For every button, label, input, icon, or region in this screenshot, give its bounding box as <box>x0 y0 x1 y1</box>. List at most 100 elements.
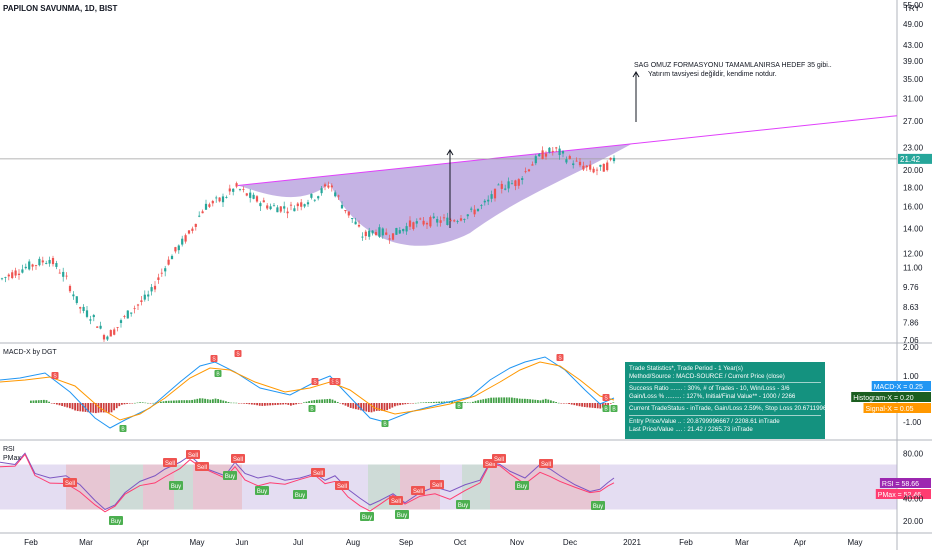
price-tick-label: 16.00 <box>903 202 924 211</box>
macd-histogram-bar <box>79 403 82 412</box>
macd-histogram-bar <box>391 403 394 408</box>
rsi-sell-marker <box>231 454 245 463</box>
macd-histogram-bar <box>115 403 118 409</box>
macd-histogram-bar <box>466 402 469 403</box>
rsi-value-text: RSI = 58.66 <box>882 481 919 488</box>
candle-body <box>300 202 303 207</box>
candle-body <box>123 316 126 317</box>
candle-body <box>371 230 374 234</box>
current-price-text: 21.42 <box>900 155 921 164</box>
macd-histogram-bar <box>45 400 48 403</box>
macd-histogram-bar <box>232 402 235 404</box>
macd-marker-text: B <box>612 407 616 413</box>
macd-histogram-bar <box>560 403 563 404</box>
macd-histogram-bar <box>534 399 537 403</box>
price-tick-label: 20.00 <box>903 166 924 175</box>
rsi-marker-text: Sell <box>337 484 347 490</box>
macd-histogram-bar <box>251 403 253 405</box>
candle-body <box>317 196 320 199</box>
candle-body <box>85 310 89 317</box>
candle-body <box>102 335 106 340</box>
candle-body <box>334 192 337 197</box>
rsi-tick-label: 20.00 <box>903 517 924 526</box>
price-tick-label: 23.00 <box>903 143 924 152</box>
rsi-marker-text: Sell <box>188 453 198 459</box>
candle-body <box>527 169 531 172</box>
macd-histogram-bar <box>347 403 349 407</box>
candle-body <box>351 218 354 220</box>
candle-body <box>269 206 272 210</box>
candle-body <box>473 209 476 215</box>
macd-histogram-bar <box>435 401 438 403</box>
rsi-marker-text: Buy <box>397 513 407 519</box>
chart-title: PAPILON SAVUNMA, 1D, BIST <box>3 4 117 13</box>
macd-histogram-bar <box>316 399 318 403</box>
macd-marker-text: S <box>335 380 339 386</box>
candle-body <box>130 312 133 314</box>
candle-body <box>232 188 235 192</box>
candle-body <box>561 151 565 154</box>
candle-body <box>167 259 170 265</box>
time-tick-label: Aug <box>346 538 360 547</box>
time-tick-label: Mar <box>79 538 93 547</box>
macd-histogram-bar <box>258 403 261 406</box>
candle-body <box>415 221 418 224</box>
candle-body <box>65 275 68 277</box>
candle-body <box>320 188 323 194</box>
candle-body <box>17 273 21 275</box>
macd-buy-marker <box>381 420 389 427</box>
macd-histogram-bar <box>279 403 282 405</box>
candle-body <box>204 203 208 210</box>
macd-histogram-bar <box>248 403 251 405</box>
macd-sell-marker <box>333 378 341 385</box>
macd-histogram-bar <box>589 403 591 408</box>
macd-marker-text: S <box>212 357 216 363</box>
macd-histogram-bar <box>604 403 607 407</box>
candle-body <box>143 294 146 300</box>
macd-histogram-bar <box>214 398 217 403</box>
macd-histogram-bar <box>310 400 313 403</box>
macd-value-tag <box>851 392 931 402</box>
macd-histogram-bar <box>136 402 139 404</box>
macd-histogram-bar <box>123 403 126 405</box>
macd-histogram-bar <box>612 402 615 403</box>
macd-histogram-bar <box>609 403 612 404</box>
macd-histogram-bar <box>318 399 321 403</box>
macd-histogram-bar <box>581 403 583 407</box>
macd-marker-text: B <box>216 372 220 378</box>
macd-histogram-bar <box>495 397 498 403</box>
neckline <box>237 115 898 186</box>
macd-histogram-bar <box>63 403 66 407</box>
rsi-buy-marker <box>515 481 529 490</box>
candle-body <box>323 184 327 187</box>
macd-histogram-bar <box>313 400 316 403</box>
macd-histogram-bar <box>188 400 191 403</box>
macd-buy-marker <box>308 405 316 412</box>
macd-value-text: Histogram-X = 0.20 <box>853 395 914 402</box>
macd-histogram-bar <box>243 403 245 404</box>
candle-body <box>198 215 201 217</box>
price-tick-label: 31.00 <box>903 95 924 104</box>
time-tick-label: May <box>847 538 862 547</box>
candle-body <box>582 165 585 170</box>
macd-histogram-bar <box>167 400 170 403</box>
macd-histogram-bar <box>516 398 518 403</box>
rsi-marker-text: Buy <box>111 519 121 525</box>
macd-histogram-bar <box>160 401 162 403</box>
macd-histogram-bar <box>399 403 401 406</box>
macd-histogram-bar <box>212 399 214 403</box>
time-tick-label: Apr <box>794 538 807 547</box>
macd-value-text: MACD-X = 0.25 <box>874 384 923 391</box>
macd-sell-marker <box>311 378 319 385</box>
candle-body <box>79 307 82 309</box>
macd-histogram-bar <box>568 403 570 405</box>
time-tick-label: Dec <box>563 538 577 547</box>
macd-sell-marker <box>210 355 218 362</box>
price-panel: 21.42 <box>0 71 932 342</box>
candle-body <box>504 188 507 190</box>
candle-body <box>429 217 432 227</box>
candle-body <box>14 270 17 276</box>
macd-histogram-bar <box>591 403 594 408</box>
